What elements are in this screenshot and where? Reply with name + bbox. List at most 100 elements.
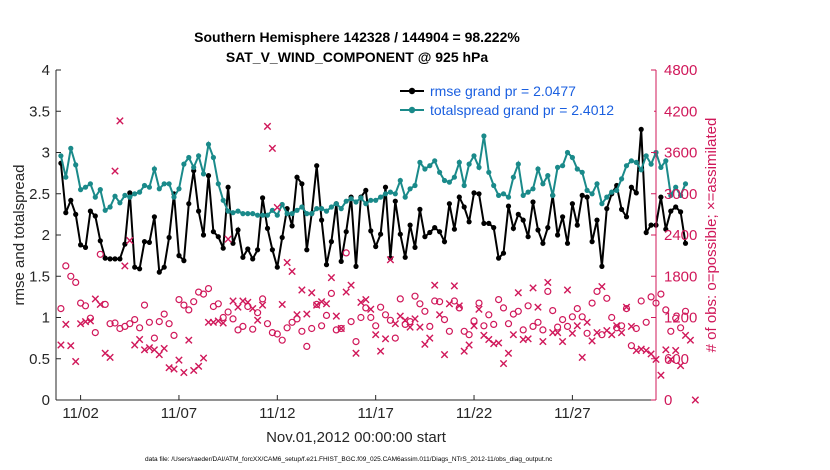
series-0-point (166, 234, 172, 241)
series-0-point (437, 229, 443, 235)
obs-assimilated-point (588, 337, 596, 345)
series-1-point (604, 194, 610, 200)
obs-possible-point (283, 324, 291, 332)
series-1-point (171, 194, 177, 200)
x-marker-stroke (106, 353, 114, 362)
obs-possible-point (672, 314, 680, 322)
obs-possible-point (298, 327, 306, 335)
x-marker-stroke (421, 340, 429, 349)
series-0-point (294, 174, 300, 180)
obs-possible-point (588, 299, 596, 307)
series-0-point (137, 266, 143, 272)
series-1-point (200, 171, 207, 177)
series-1-point (564, 149, 571, 156)
obs-assimilated-point (145, 344, 154, 352)
series-1-point (471, 153, 477, 159)
series-1-point (210, 154, 216, 161)
y-left-tick-label: 2.5 (29, 186, 50, 203)
series-0-point (456, 194, 462, 200)
x-marker-stroke (593, 328, 601, 337)
series-0-point (250, 256, 256, 262)
series-0-point (146, 239, 152, 245)
series-1-point (530, 186, 536, 192)
series-1-point (594, 181, 600, 187)
y-left-tick-label: 1 (42, 310, 50, 327)
axis-layer: 11/02 11/07 11/12 11/17 11/22 11/27 0 0.5 1 1.5 2 2… (29, 62, 697, 422)
x-marker-stroke (91, 295, 100, 303)
x-marker-stroke (504, 349, 513, 357)
series-0-point (432, 225, 438, 231)
obs-possible-point (642, 318, 650, 326)
series-0-point (466, 219, 472, 225)
obs-assimilated-point (367, 305, 375, 313)
x-marker-stroke (322, 300, 331, 308)
x-marker-stroke (76, 319, 85, 328)
x-marker-stroke (686, 336, 695, 344)
series-1-point (392, 191, 398, 197)
x-marker-stroke (253, 316, 262, 324)
x-marker-stroke (140, 346, 149, 354)
obs-assimilated-point (445, 300, 454, 308)
series-1-point (574, 166, 580, 172)
x-marker-stroke (563, 286, 572, 294)
obs-assimilated-point (553, 328, 562, 337)
series-1-point (614, 187, 620, 193)
y-left-tick-label: 4 (42, 62, 50, 79)
series-0-point (579, 192, 585, 198)
x-marker-stroke (435, 311, 444, 319)
obs-assimilated-point (430, 281, 439, 289)
x-marker-stroke (234, 303, 242, 311)
series-0-point (319, 217, 325, 223)
obs-possible-point (676, 324, 685, 332)
series-0-point (505, 203, 512, 209)
series-1-point (294, 207, 300, 213)
x-marker-stroke (288, 267, 296, 276)
x-marker-stroke (283, 258, 291, 267)
series-1-point (599, 201, 605, 207)
y-left-tick-label: 1.5 (29, 268, 50, 285)
x-marker-stroke (406, 323, 414, 331)
series-0-point (151, 214, 157, 220)
x-marker-stroke (57, 341, 65, 349)
obs-possible-point (347, 318, 355, 326)
series-1-point (461, 182, 467, 189)
obs-assimilated-point (57, 341, 65, 349)
obs-assimilated-point (342, 288, 350, 296)
obs-assimilated-point (278, 300, 286, 309)
series-1-point (328, 204, 334, 210)
x-marker-stroke (667, 355, 675, 364)
obs-possible-point (657, 290, 665, 298)
series-1-point (82, 184, 89, 190)
series-0-point (619, 206, 625, 212)
x-marker-stroke (662, 346, 670, 354)
series-0-point (279, 234, 285, 241)
series-0-point (215, 234, 221, 240)
obs-assimilated-point (563, 286, 572, 294)
series-0-point (181, 258, 187, 264)
series-1-point (589, 191, 595, 197)
obs-possible-point (190, 298, 198, 306)
series-1-point (648, 161, 654, 167)
series-1-point (338, 206, 344, 212)
x-marker-stroke (440, 350, 449, 359)
series-0-point (584, 194, 590, 200)
obs-assimilated-point (401, 316, 409, 324)
obs-assimilated-point (514, 289, 522, 297)
x-tick-label: 11/27 (554, 405, 590, 422)
obs-possible-point (490, 320, 498, 328)
series-1-point (230, 210, 236, 216)
series-0-point (564, 240, 571, 246)
obs-assimilated-point (298, 286, 306, 294)
obs-possible-point (485, 311, 493, 319)
series-1-point (137, 189, 143, 195)
obs-assimilated-point (509, 330, 518, 339)
obs-assimilated-point (71, 357, 80, 366)
obs-possible-point (101, 300, 109, 308)
series-1-point (274, 212, 280, 218)
x-marker-stroke (229, 297, 237, 305)
obs-possible-point (170, 331, 178, 339)
series-0-point (269, 247, 275, 253)
data-layer (57, 117, 700, 404)
obs-possible-point (131, 316, 139, 324)
